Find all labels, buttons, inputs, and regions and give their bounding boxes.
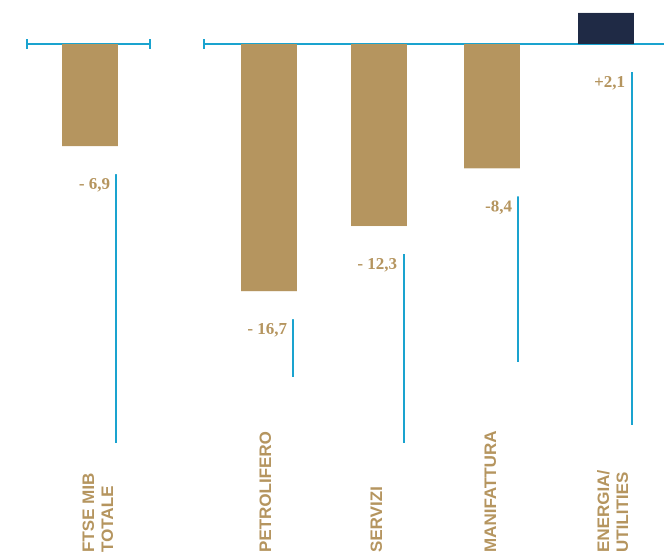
value-label: +2,1 — [594, 72, 625, 91]
category-label: PETROLIFERO — [256, 431, 275, 552]
bar — [351, 44, 407, 227]
value-label: -8,4 — [485, 196, 512, 215]
category-label: FTSE MIB — [79, 473, 98, 552]
value-label: - 6,9 — [79, 174, 110, 193]
bar — [62, 44, 118, 147]
category-label: TOTALE — [98, 486, 117, 552]
value-label: - 16,7 — [247, 319, 287, 338]
category-label: SERVIZI — [367, 486, 386, 552]
bar — [578, 12, 634, 44]
value-label: - 12,3 — [357, 254, 397, 273]
category-label: MANIFATTURA — [481, 431, 500, 553]
category-label: UTILITIES — [613, 472, 632, 552]
category-label: ENERGIA/ — [594, 470, 613, 552]
bar — [464, 44, 520, 169]
bar — [241, 44, 297, 292]
